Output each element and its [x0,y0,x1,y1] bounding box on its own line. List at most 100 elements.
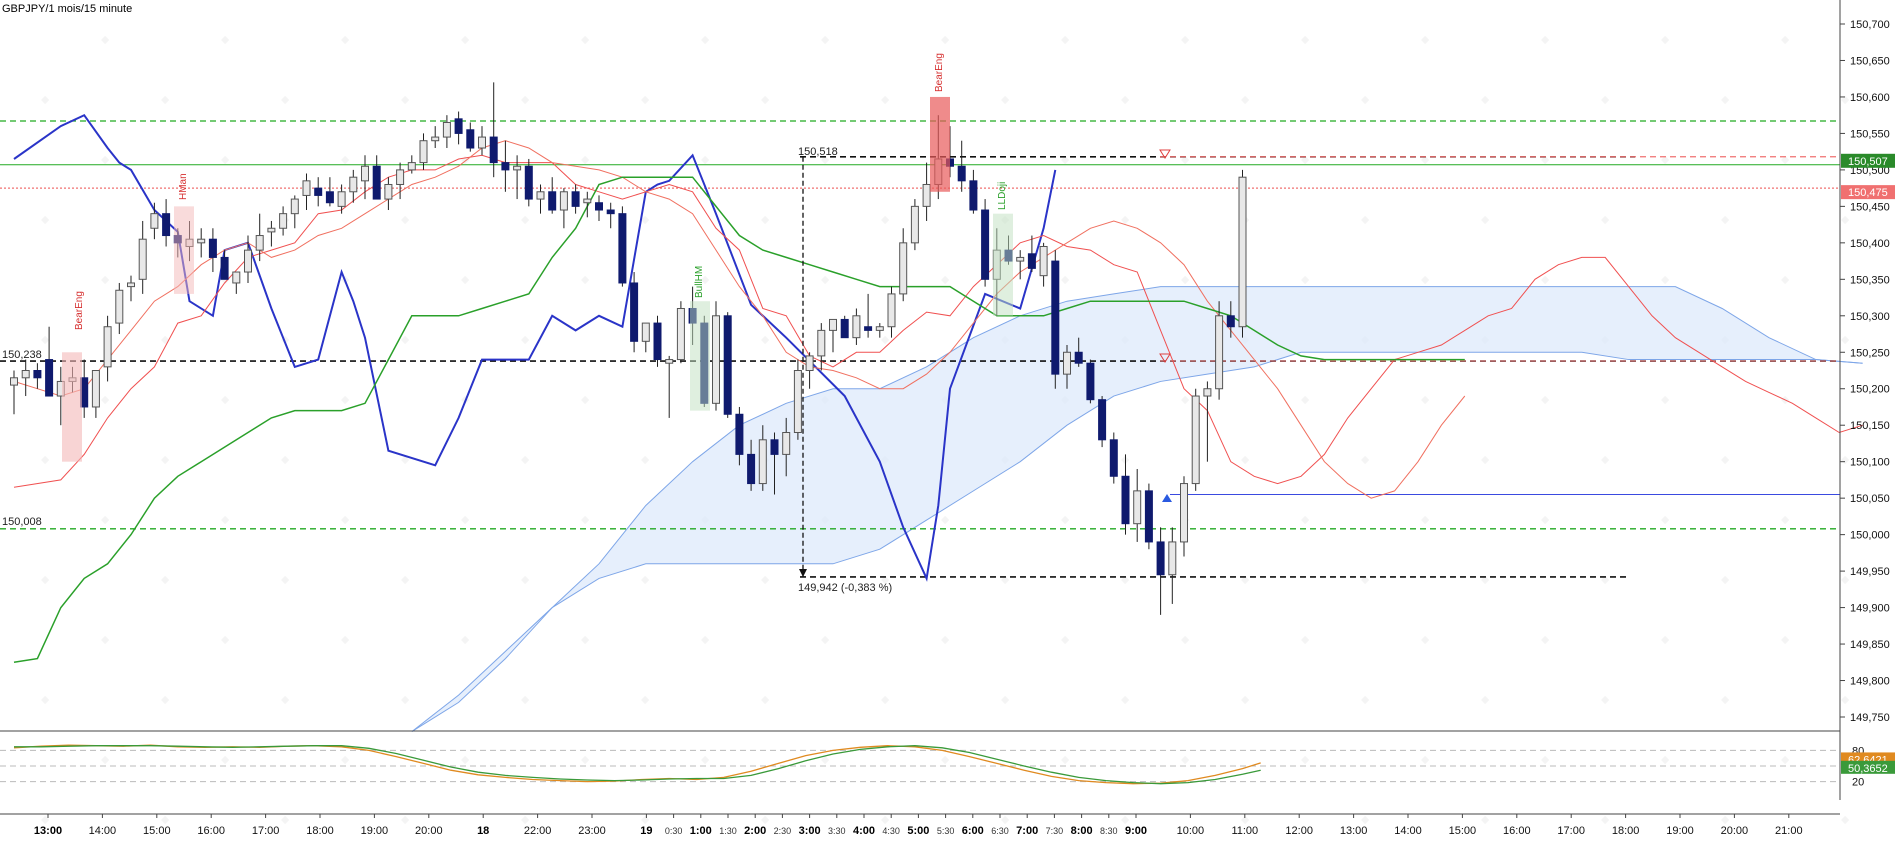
candle-body [33,370,42,379]
candle-body [1016,256,1025,262]
measure-bottom-label: 149,942 (-0,383 %) [798,582,892,594]
measure-arrow-icon [799,568,807,577]
candle-body [361,165,369,182]
cloud-fill [411,286,1863,732]
candle-body [840,318,849,339]
candle-body [583,198,592,204]
price-tick-label: 149,950 [1850,566,1890,578]
time-tick-label: 16:00 [1503,825,1531,837]
candle-body [372,165,381,200]
time-tick-label: 2:30 [774,826,792,836]
candle-body [466,129,475,149]
candle-body [325,191,334,204]
time-tick-label: 18:00 [1612,825,1640,837]
candle-body [337,191,346,207]
candle-body [431,136,440,142]
pattern-highlight [930,96,950,192]
time-tick-label: 19:00 [361,825,389,837]
price-tick-label: 149,800 [1850,676,1890,688]
candle-body [653,322,662,361]
candle-body [442,121,451,138]
price-tick-label: 150,350 [1850,274,1890,286]
candle-body [770,439,779,455]
candle-body [723,315,732,415]
candle-body [1203,388,1212,397]
time-tick-label: 10:00 [1177,825,1205,837]
candle-body [244,249,252,273]
candle-body [314,187,323,196]
candle-body [1180,483,1188,543]
candle-body [641,322,650,342]
candle-body [150,213,159,229]
candle-body [1098,399,1107,441]
candle-body [302,180,311,196]
candle-body [910,205,919,244]
candle-body [45,359,54,397]
level-label: 150,008 [2,516,42,528]
time-tick-label: 7:00 [1016,825,1038,837]
candles [10,82,1247,615]
osc-value-d: 50,3652 [1848,763,1888,775]
candle-body [513,165,522,171]
price-tick-label: 150,300 [1850,311,1890,323]
time-tick-label: 21:00 [1775,825,1803,837]
time-tick-label: 17:00 [1557,825,1585,837]
time-tick-label: 8:00 [1071,825,1093,837]
candle-body [1121,475,1130,525]
senkou-a-line [411,286,1863,733]
candle-body [793,370,802,434]
candle-body [548,191,557,211]
candle-body [208,238,217,258]
candle-body [1156,541,1165,576]
time-tick-label: 6:00 [962,825,984,837]
candle-body [735,413,744,455]
candle-body [817,329,826,357]
price-tick-label: 150,450 [1850,201,1890,213]
candle-body [232,271,241,284]
time-tick-label: 20:00 [415,825,443,837]
candle-body [1039,245,1048,277]
pattern-highlight [993,213,1013,316]
candle-body [349,176,358,193]
candle-body [478,136,486,149]
candle-body [1144,490,1153,543]
candle-body [665,359,674,364]
time-tick-label: 3:00 [799,825,821,837]
time-tick-label: 15:00 [1449,825,1477,837]
candle-body [138,238,147,280]
price-tick-label: 150,650 [1850,55,1890,67]
candle-body [103,326,112,368]
candle-body [1226,315,1235,328]
candle-body [197,238,206,244]
candle-body [10,377,18,386]
candle-body [489,136,498,164]
candle-body [922,183,931,207]
candle-body [1109,439,1118,477]
candle-body [524,165,533,200]
price-tick-label: 150,000 [1850,530,1890,542]
candle-body [712,315,720,404]
pattern-label: BearEng [934,53,945,92]
time-tick-label: 7:30 [1046,826,1064,836]
pattern-label: LLDoji [997,182,1008,210]
candle-body [1027,253,1036,269]
time-tick-label: 5:30 [937,826,955,836]
time-tick-label: 18 [477,825,489,837]
price-tick-label: 150,200 [1850,384,1890,396]
measure-top-label: 150,518 [798,146,838,158]
price-tick-label: 150,500 [1850,165,1890,177]
candle-body [805,355,814,371]
time-tick-label: 12:00 [1285,825,1313,837]
buy-marker-icon [1162,494,1172,502]
candle-body [957,165,966,182]
candle-body [1063,351,1071,375]
time-tick-label: 0:30 [665,826,683,836]
price-axis: 150,700 150,650 150,600 150,550 150,500 150,4… [0,0,1895,800]
time-tick-label: 4:00 [853,825,875,837]
candle-body [127,282,135,288]
price-tick-label: 150,050 [1850,493,1890,505]
candle-body [864,326,873,331]
candle-body [407,162,416,171]
candle-body [1238,176,1247,328]
